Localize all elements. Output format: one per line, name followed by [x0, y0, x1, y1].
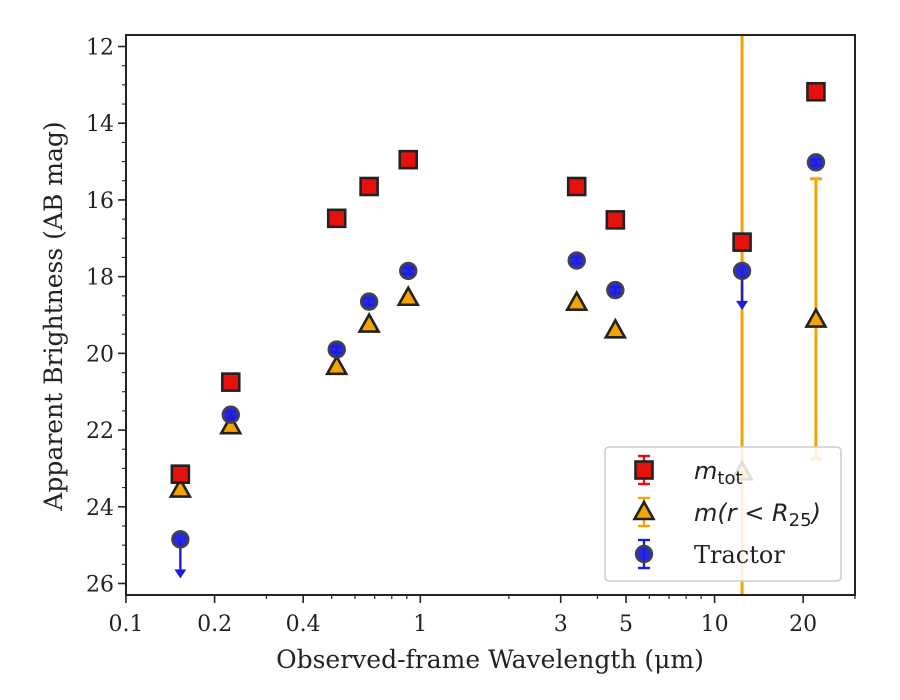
marker-square [359, 176, 379, 197]
axes-layer: 0.1 0.2 0.4 1 3 5 10 20 12 14 16 18 20 22 24 26 [86, 34, 856, 637]
legend-box [604, 446, 842, 582]
marker-triangle [564, 290, 589, 312]
data-point [326, 208, 347, 229]
marker-circle [359, 292, 379, 311]
x-tick-label: 0.2 [197, 612, 232, 637]
x-tick-label: 0.4 [286, 612, 321, 637]
marker-circle [327, 340, 346, 359]
data-point [564, 290, 589, 312]
data-point [171, 530, 190, 579]
marker-square [732, 232, 752, 252]
x-tick-label: 5 [619, 612, 633, 637]
marker-square [806, 81, 826, 102]
x-tick-label: 10 [701, 612, 729, 637]
y-tick-label: 18 [86, 266, 114, 291]
y-tick-label: 12 [86, 36, 114, 61]
data-point [399, 261, 418, 281]
data-point [327, 340, 346, 359]
data-point [324, 354, 349, 376]
x-tick-label: 0.1 [109, 612, 144, 637]
upper-limit-arrowhead [174, 569, 187, 579]
marker-triangle [603, 317, 628, 339]
marker-circle [171, 530, 190, 549]
x-tick-label: 20 [789, 612, 817, 637]
y-tick-label: 20 [86, 342, 114, 367]
data-point [567, 251, 586, 270]
marker-circle [606, 280, 625, 300]
marker-square [220, 372, 241, 392]
marker-triangle [396, 285, 420, 307]
data-point [603, 317, 628, 339]
legend-entry: Tractor [634, 538, 785, 570]
marker-circle [567, 251, 586, 270]
data-point [732, 232, 752, 252]
marker-square [634, 460, 654, 480]
x-tick-label: 3 [554, 612, 568, 637]
marker-circle [806, 153, 826, 172]
data-point [806, 153, 826, 172]
series-square [170, 81, 826, 484]
data-point [170, 464, 191, 484]
marker-triangle [168, 476, 193, 498]
y-tick-label: 26 [86, 572, 114, 597]
data-point [168, 476, 193, 498]
marker-triangle [804, 306, 828, 328]
marker-square [398, 149, 419, 170]
data-point [396, 285, 420, 307]
marker-circle [732, 261, 752, 281]
x-axis-label: Observed-frame Wavelength (μm) [276, 645, 704, 674]
data-point [220, 372, 241, 392]
marker-triangle [219, 413, 243, 435]
data-point [804, 177, 828, 461]
data-point [398, 149, 419, 170]
data-point [359, 292, 379, 311]
data-point [357, 311, 381, 333]
series-circle [171, 153, 826, 579]
marker-square [566, 176, 587, 197]
legend-label: Tractor [694, 541, 785, 569]
y-tick-label: 16 [86, 189, 114, 214]
marker-square [605, 210, 626, 230]
marker-triangle [357, 311, 381, 333]
data-point [566, 176, 587, 197]
x-tick-label: 1 [413, 612, 427, 637]
data-point [806, 81, 826, 102]
marker-circle [399, 261, 418, 281]
marker-triangle [324, 354, 349, 376]
data-point [359, 176, 379, 197]
y-tick-label: 22 [86, 419, 114, 444]
legend-entry: mtot [634, 454, 743, 489]
marker-square [326, 208, 347, 229]
upper-limit-arrowhead [736, 300, 749, 310]
marker-circle [221, 405, 240, 424]
marker-square [170, 464, 191, 484]
data-point [732, 261, 752, 310]
y-tick-label: 24 [86, 496, 114, 521]
data-point [221, 405, 240, 424]
marker-circle [634, 544, 654, 564]
y-axis-label: Apparent Brightness (AB mag) [39, 121, 68, 511]
data-point [605, 210, 626, 230]
y-tick-label: 14 [86, 112, 114, 137]
data-point [219, 413, 243, 435]
marker-triangle [632, 499, 656, 521]
data-point [606, 280, 625, 300]
